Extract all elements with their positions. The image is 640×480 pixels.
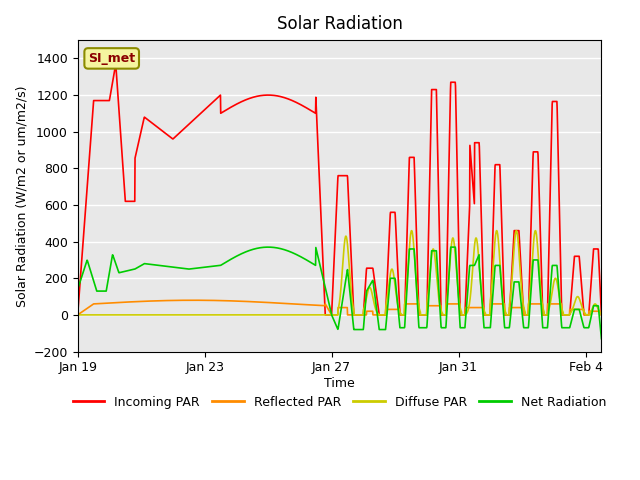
- Line: Reflected PAR: Reflected PAR: [77, 300, 602, 315]
- Diffuse PAR: [532, 228, 540, 233]
- Incoming PAR: [582, 312, 590, 318]
- Y-axis label: Solar Radiation (W/m2 or um/m2/s): Solar Radiation (W/m2 or um/m2/s): [15, 85, 28, 307]
- Net Radiation: [582, 325, 590, 331]
- Net Radiation: [100, 288, 108, 294]
- Text: SI_met: SI_met: [88, 52, 135, 65]
- Diffuse PAR: [74, 312, 81, 318]
- Reflected PAR: [100, 300, 108, 306]
- Line: Incoming PAR: Incoming PAR: [77, 64, 602, 315]
- Incoming PAR: [315, 161, 323, 167]
- Incoming PAR: [112, 61, 120, 67]
- Incoming PAR: [486, 312, 494, 318]
- Net Radiation: [447, 244, 454, 250]
- Reflected PAR: [582, 312, 590, 318]
- Reflected PAR: [189, 298, 197, 303]
- Net Radiation: [328, 314, 336, 320]
- X-axis label: Time: Time: [324, 377, 355, 390]
- Legend: Incoming PAR, Reflected PAR, Diffuse PAR, Net Radiation: Incoming PAR, Reflected PAR, Diffuse PAR…: [68, 391, 611, 414]
- Incoming PAR: [598, 312, 605, 318]
- Net Radiation: [74, 287, 81, 292]
- Reflected PAR: [74, 312, 81, 318]
- Reflected PAR: [598, 312, 605, 318]
- Incoming PAR: [329, 290, 337, 296]
- Reflected PAR: [329, 312, 337, 318]
- Incoming PAR: [74, 312, 81, 318]
- Reflected PAR: [315, 302, 323, 308]
- Title: Solar Radiation: Solar Radiation: [276, 15, 403, 33]
- Incoming PAR: [100, 98, 108, 104]
- Diffuse PAR: [315, 312, 323, 318]
- Diffuse PAR: [598, 312, 605, 318]
- Reflected PAR: [582, 312, 590, 318]
- Diffuse PAR: [100, 312, 108, 318]
- Net Radiation: [486, 325, 494, 331]
- Reflected PAR: [486, 301, 494, 307]
- Diffuse PAR: [486, 312, 494, 318]
- Line: Net Radiation: Net Radiation: [77, 247, 602, 339]
- Net Radiation: [582, 325, 590, 331]
- Net Radiation: [315, 256, 323, 262]
- Net Radiation: [598, 336, 605, 342]
- Line: Diffuse PAR: Diffuse PAR: [77, 230, 602, 315]
- Diffuse PAR: [582, 312, 590, 318]
- Diffuse PAR: [328, 312, 336, 318]
- Incoming PAR: [582, 312, 590, 318]
- Diffuse PAR: [582, 312, 590, 318]
